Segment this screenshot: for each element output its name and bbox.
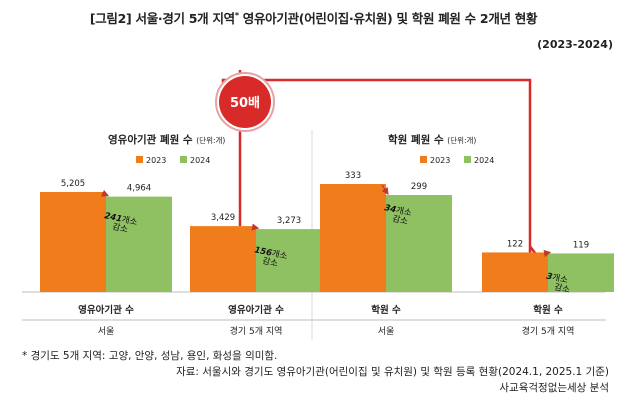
change-label: 241개소 [103, 210, 138, 228]
value-label: 299 [411, 182, 427, 192]
change-unit: 개소 [271, 248, 289, 262]
change-label: 156개소 [253, 244, 288, 262]
region-label: 경기 5개 지역 [522, 325, 575, 337]
bar-2023 [40, 192, 106, 292]
change-number: 241 [103, 211, 122, 224]
callout-label: 50배 [230, 95, 260, 111]
value-label: 122 [507, 239, 523, 249]
legend-swatch [464, 156, 471, 163]
title-asterisk: * [234, 10, 239, 20]
panel-unit: (단위:개) [196, 135, 225, 145]
category-label: 학원 수 [533, 304, 563, 316]
bar-2024 [106, 196, 172, 292]
change-label: 3개소 [545, 271, 569, 286]
region-label: 경기 5개 지역 [230, 325, 283, 337]
legend-swatch [136, 156, 143, 163]
decrease-arrow [101, 189, 110, 197]
change-word: 감소 [553, 282, 571, 296]
change-label: 34개소 [383, 202, 412, 219]
bar-2024 [386, 195, 452, 292]
title-rest: 영유아기관(어린이집·유치원) 및 학원 폐원 수 2개년 현황 [238, 11, 538, 26]
title-main: [그림2] 서울·경기 5개 지역 [89, 11, 235, 26]
change-number: 3 [545, 272, 553, 283]
change-word: 감소 [261, 255, 279, 269]
bar-2023 [190, 226, 256, 292]
change-word: 감소 [391, 213, 409, 227]
legend-label: 2024 [190, 156, 210, 165]
panel-unit: (단위:개) [447, 135, 476, 145]
panel-title: 학원 폐원 수 (단위:개) [388, 133, 476, 146]
category-label: 학원 수 [371, 304, 401, 316]
legend-swatch [420, 156, 427, 163]
change-number: 156 [253, 245, 273, 258]
source-note: 자료: 서울시와 경기도 영유아기관(어린이집 및 유치원) 및 학원 등록 현… [176, 366, 609, 378]
value-label: 119 [573, 240, 589, 250]
change-word: 감소 [111, 221, 129, 235]
panel-title-text: 영유아기관 폐원 수 [108, 133, 196, 146]
region-label: 서울 [378, 326, 395, 337]
decrease-arrow [543, 249, 552, 257]
bar-2024 [548, 253, 614, 292]
callout-connector: 50배 [215, 70, 537, 256]
decrease-arrow [381, 184, 389, 196]
bar-2023 [320, 184, 386, 292]
legend-swatch [180, 156, 187, 163]
category-label: 영유아기관 수 [78, 304, 134, 316]
value-label: 5,205 [61, 179, 85, 189]
legend-label: 2024 [474, 156, 494, 165]
bar-2024 [256, 229, 322, 292]
decrease-arrow [251, 223, 260, 231]
category-label: 영유아기관 수 [228, 304, 284, 316]
credit-note: 사교육걱정없는세상 분석 [499, 382, 609, 394]
change-unit: 개소 [395, 205, 413, 219]
callout-badge [219, 76, 271, 128]
value-label: 3,429 [211, 213, 235, 223]
bar-2023 [482, 252, 548, 292]
change-unit: 개소 [121, 214, 139, 228]
change-unit: 개소 [551, 272, 569, 286]
change-number: 34 [383, 203, 397, 215]
chart-title: [그림2] 서울·경기 5개 지역* 영유아기관(어린이집·유치원) 및 학원 … [0, 8, 627, 27]
footnote: * 경기도 5개 지역: 고양, 안양, 성남, 용인, 화성을 의미함. [22, 350, 278, 362]
legend-label: 2023 [430, 156, 450, 165]
region-label: 서울 [98, 326, 115, 337]
value-label: 4,964 [127, 184, 151, 194]
panel-title: 영유아기관 폐원 수 (단위:개) [108, 133, 225, 146]
bars-layer [40, 184, 614, 292]
value-label: 333 [345, 171, 361, 181]
period-label: (2023-2024) [537, 38, 613, 51]
legend-label: 2023 [146, 156, 166, 165]
panel-title-text: 학원 폐원 수 [388, 133, 447, 146]
value-label: 3,273 [277, 216, 301, 226]
